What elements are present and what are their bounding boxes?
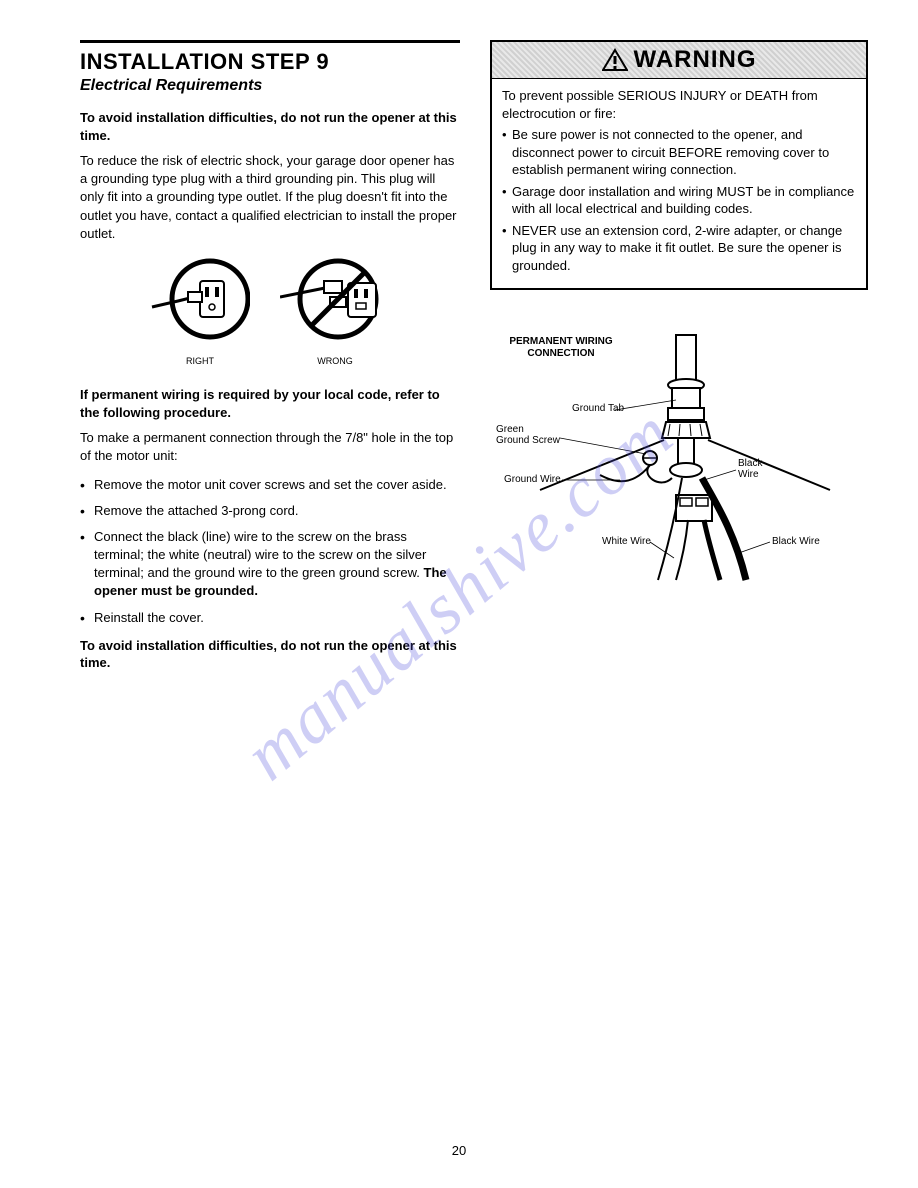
wrong-plug-icon: [280, 257, 390, 347]
label-black-wire-lower: Black Wire: [772, 536, 820, 547]
lead-1: To avoid installation difficulties, do n…: [80, 109, 460, 144]
steps-list: Remove the motor unit cover screws and s…: [80, 476, 460, 627]
page-number: 20: [0, 1143, 918, 1158]
step-2: Remove the attached 3-prong cord.: [94, 502, 460, 520]
step-4: Reinstall the cover.: [94, 609, 460, 627]
plug-figure: RIGHT WRONG: [80, 257, 460, 366]
label-black-wire-upper: Black Wire: [738, 458, 762, 480]
para-2: To make a permanent connection through t…: [80, 429, 460, 465]
warning-intro: To prevent possible SERIOUS INJURY or DE…: [502, 87, 856, 122]
warning-triangle-icon: [602, 48, 628, 72]
warning-item-3: NEVER use an extension cord, 2-wire adap…: [512, 222, 856, 275]
warning-box: WARNING To prevent possible SERIOUS INJU…: [490, 40, 868, 290]
step-3: Connect the black (line) wire to the scr…: [94, 528, 460, 601]
closing: To avoid installation difficulties, do n…: [80, 637, 460, 672]
para-1: To reduce the risk of electric shock, yo…: [80, 152, 460, 243]
step-title: INSTALLATION STEP 9: [80, 49, 460, 75]
warning-header: WARNING: [492, 42, 866, 79]
warning-item-2: Garage door installation and wiring MUST…: [512, 183, 856, 218]
warning-item-1: Be sure power is not connected to the op…: [512, 126, 856, 179]
wiring-diagram: PERMANENT WIRING CONNECTION: [490, 330, 868, 630]
label-ground-wire: Ground Wire: [504, 474, 561, 485]
warning-heading: WARNING: [634, 46, 757, 74]
wrong-label: WRONG: [280, 356, 390, 366]
lead-2: If permanent wiring is required by your …: [80, 386, 460, 421]
label-white-wire: White Wire: [602, 536, 651, 547]
label-ground-tab: Ground Tab: [572, 403, 624, 414]
subtitle: Electrical Requirements: [80, 77, 460, 95]
step-1: Remove the motor unit cover screws and s…: [94, 476, 460, 494]
right-plug-icon: [150, 257, 250, 347]
label-green-ground-screw: Green Ground Screw: [496, 424, 560, 446]
right-label: RIGHT: [150, 356, 250, 366]
